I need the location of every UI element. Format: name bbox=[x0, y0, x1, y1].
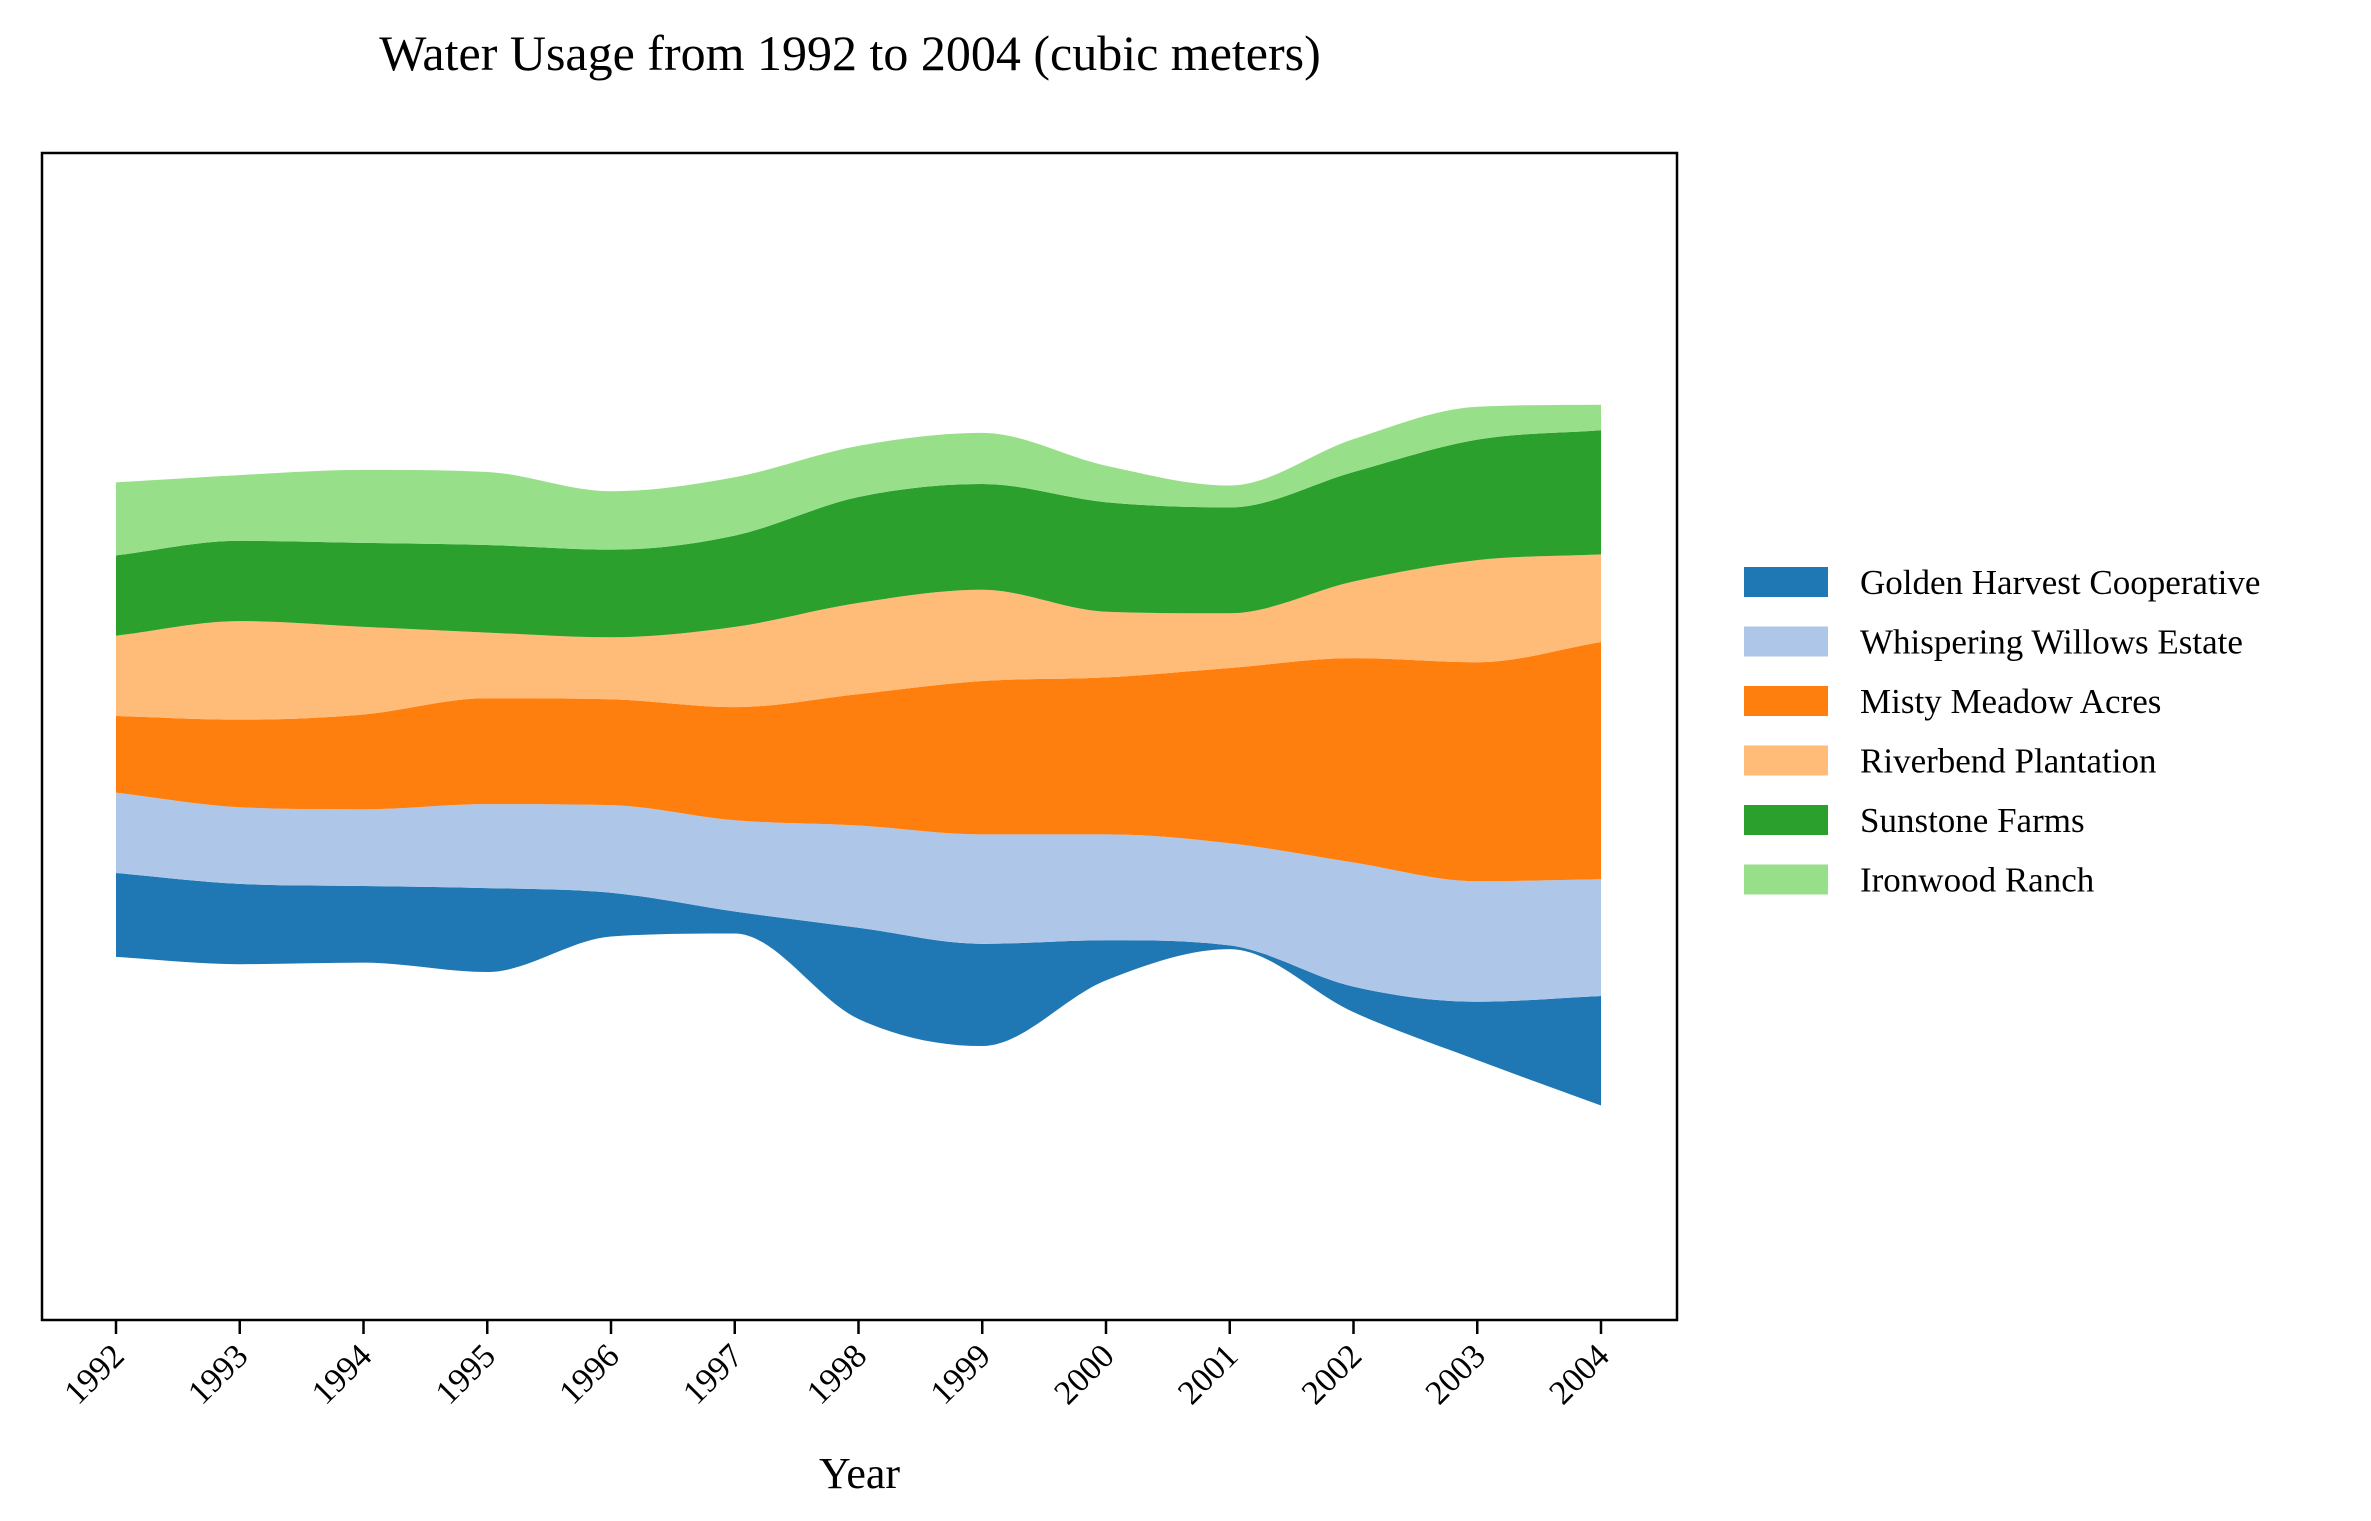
x-tick-label: 1993 bbox=[181, 1337, 255, 1411]
x-tick-label: 2004 bbox=[1542, 1337, 1616, 1411]
x-tick-label: 1992 bbox=[57, 1337, 131, 1411]
stream-area-1 bbox=[116, 872, 1601, 1106]
x-tick-label: 2003 bbox=[1419, 1337, 1493, 1411]
x-axis-label: Year bbox=[819, 1449, 900, 1498]
legend-swatch bbox=[1744, 805, 1828, 835]
x-tick-label: 1997 bbox=[676, 1337, 750, 1411]
legend-swatch bbox=[1744, 864, 1828, 895]
stream-areas bbox=[116, 404, 1601, 1106]
stream-area-5 bbox=[116, 430, 1601, 638]
legend: Golden Harvest Cooperative Whispering Wil… bbox=[1744, 563, 2260, 900]
x-tick-label: 1999 bbox=[924, 1337, 998, 1411]
stream-area-6 bbox=[116, 404, 1601, 556]
stream-area-2 bbox=[116, 792, 1601, 1002]
legend-swatch bbox=[1744, 567, 1828, 597]
legend-label: Sunstone Farms bbox=[1860, 801, 2085, 840]
legend-label: Riverbend Plantation bbox=[1860, 742, 2156, 781]
legend-label: Misty Meadow Acres bbox=[1860, 682, 2161, 721]
x-tick-label: 2000 bbox=[1047, 1337, 1121, 1411]
x-tick-label: 1995 bbox=[429, 1337, 503, 1411]
x-tick-label: 1994 bbox=[305, 1337, 379, 1411]
stream-area-4 bbox=[116, 554, 1601, 720]
legend-label: Whispering Willows Estate bbox=[1860, 623, 2243, 662]
x-axis-ticks: 1992 1993 1994 1995 1996 1997 1998 1999 2000 2001… bbox=[57, 1320, 1617, 1412]
legend-swatch bbox=[1744, 686, 1828, 716]
stream-area-3 bbox=[116, 641, 1601, 882]
x-tick-label: 1996 bbox=[552, 1337, 626, 1411]
legend-swatch bbox=[1744, 745, 1828, 776]
legend-label: Golden Harvest Cooperative bbox=[1860, 563, 2260, 602]
x-tick-label: 1998 bbox=[800, 1337, 874, 1411]
x-tick-label: 2002 bbox=[1295, 1337, 1369, 1411]
x-tick-label: 2001 bbox=[1171, 1337, 1245, 1411]
legend-label: Ironwood Ranch bbox=[1860, 861, 2095, 900]
chart-title: Water Usage from 1992 to 2004 (cubic met… bbox=[379, 25, 1321, 81]
legend-swatch bbox=[1744, 626, 1828, 657]
